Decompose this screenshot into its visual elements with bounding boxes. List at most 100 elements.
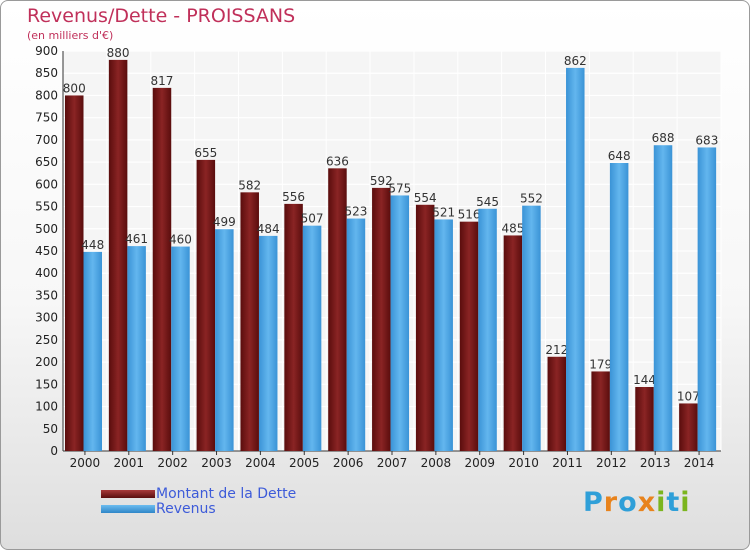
y-tick-label: 550: [35, 200, 58, 214]
x-tick-label: 2013: [640, 456, 671, 470]
x-tick-label: 2009: [464, 456, 495, 470]
data-label: 683: [695, 133, 718, 147]
logo-letter: i: [656, 487, 667, 518]
bar-revenue: [478, 208, 497, 451]
chart-title: Revenus/Dette - PROISSANS: [27, 5, 296, 27]
bar-revenue: [127, 246, 146, 451]
bar-revenue: [171, 246, 190, 451]
y-tick-label: 350: [35, 288, 58, 302]
data-label: 592: [370, 174, 393, 188]
data-label: 212: [545, 343, 568, 357]
data-label: 179: [589, 357, 612, 371]
legend-label-debt: Montant de la Dette: [156, 486, 297, 502]
data-label: 521: [432, 205, 455, 219]
legend-swatch-revenue: [101, 505, 155, 513]
bar-debt: [196, 159, 216, 451]
data-label: 448: [81, 238, 104, 252]
data-label: 880: [107, 46, 130, 60]
data-label: 648: [608, 149, 631, 163]
data-label: 460: [169, 233, 192, 247]
x-tick-label: 2005: [289, 456, 320, 470]
data-label: 507: [301, 212, 324, 226]
y-tick-label: 750: [35, 111, 58, 125]
data-label: 575: [388, 181, 411, 195]
x-tick-label: 2000: [70, 456, 101, 470]
y-tick-label: 100: [35, 400, 58, 414]
bar-debt: [65, 95, 84, 451]
bar-debt: [108, 59, 128, 452]
data-label: 556: [282, 190, 305, 204]
x-tick-label: 2002: [157, 456, 188, 470]
y-tick-label: 900: [35, 44, 58, 58]
logo-letter: P: [583, 487, 604, 518]
bar-revenue: [83, 251, 102, 451]
y-tick-label: 300: [35, 311, 58, 325]
data-label: 484: [257, 222, 280, 236]
logo-letter: r: [603, 487, 619, 518]
bar-revenue: [346, 218, 366, 451]
data-label: 800: [63, 81, 86, 95]
bar-debt: [503, 235, 523, 451]
data-label: 523: [344, 205, 367, 219]
bar-revenue: [697, 147, 717, 451]
data-label: 461: [125, 232, 148, 246]
bar-debt: [328, 168, 347, 452]
y-tick-label: 800: [35, 88, 58, 102]
logo-letter: t: [666, 487, 681, 518]
data-label: 485: [501, 221, 524, 235]
y-tick-label: 650: [35, 155, 58, 169]
y-tick-label: 600: [35, 177, 58, 191]
y-tick-label: 700: [35, 133, 58, 147]
bar-debt: [372, 187, 391, 451]
y-tick-label: 150: [35, 377, 58, 391]
x-tick-label: 2004: [245, 456, 276, 470]
y-tick-label: 850: [35, 66, 58, 80]
x-tick-label: 2006: [333, 456, 364, 470]
bar-revenue: [566, 67, 585, 451]
data-label: 144: [633, 373, 656, 387]
data-label: 499: [213, 215, 236, 229]
x-tick-label: 2012: [596, 456, 627, 470]
x-tick-label: 2001: [114, 456, 145, 470]
y-tick-label: 200: [35, 355, 58, 369]
bar-revenue: [215, 229, 234, 451]
x-tick-label: 2003: [201, 456, 232, 470]
x-tick-label: 2008: [421, 456, 452, 470]
bar-debt: [284, 203, 303, 451]
bar-revenue: [390, 195, 410, 451]
bar-revenue: [609, 163, 629, 451]
bar-debt: [240, 192, 259, 452]
y-tick-label: 450: [35, 244, 58, 258]
data-label: 516: [458, 208, 481, 222]
y-tick-label: 400: [35, 266, 58, 280]
data-label: 862: [564, 54, 587, 68]
bar-debt: [547, 356, 567, 451]
bar-debt: [591, 371, 610, 451]
data-label: 688: [652, 131, 675, 145]
y-tick-label: 250: [35, 333, 58, 347]
legend-label-revenue: Revenus: [156, 501, 216, 517]
logo-letter: i: [680, 487, 691, 518]
bar-revenue: [522, 205, 541, 451]
x-tick-label: 2010: [508, 456, 539, 470]
bar-debt: [415, 204, 435, 451]
y-tick-label: 0: [50, 444, 58, 458]
data-label: 655: [194, 146, 217, 160]
data-label: 817: [151, 74, 174, 88]
data-label: 545: [476, 195, 499, 209]
proxiti-logo: Proxiti: [583, 487, 691, 518]
bar-debt: [679, 403, 698, 451]
bar-debt: [635, 387, 654, 451]
x-tick-label: 2011: [552, 456, 583, 470]
legend-swatch-debt: [101, 490, 155, 498]
data-label: 107: [677, 389, 700, 403]
data-label: 554: [414, 191, 437, 205]
chart-subtitle: (en milliers d'€): [27, 29, 114, 42]
bar-debt: [459, 221, 479, 451]
data-label: 582: [238, 178, 261, 192]
y-tick-label: 50: [43, 422, 58, 436]
bar-revenue: [258, 235, 278, 451]
logo-letter: o: [618, 487, 638, 518]
